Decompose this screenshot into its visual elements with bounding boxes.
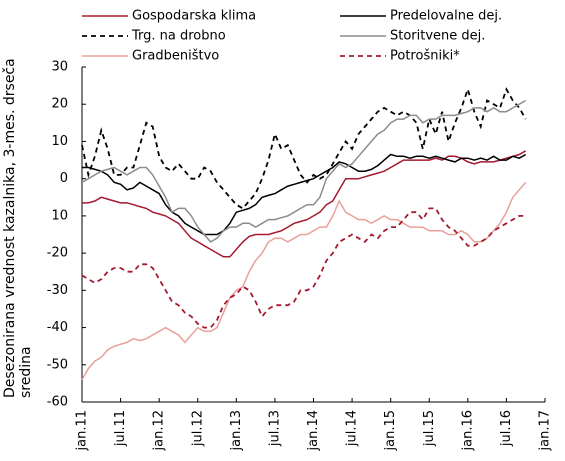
series-line	[81, 181, 527, 381]
legend-label: Gospodarska klima	[132, 9, 256, 24]
x-tick-label: jan.13	[229, 410, 244, 452]
x-tick-label: jan.16	[460, 410, 475, 452]
series-line	[81, 207, 526, 329]
x-tick-label: jan.14	[306, 410, 321, 452]
y-tick-label: 10	[51, 134, 68, 149]
x-tick-label: jan.12	[152, 410, 167, 452]
x-tick-label: jul.16	[499, 410, 514, 447]
legend-label: Storitvene dej.	[390, 29, 485, 44]
legend-label: Potrošniki*	[390, 49, 460, 64]
y-tick-label: -60	[47, 395, 68, 410]
series-line	[81, 99, 527, 243]
x-tick-label: jul.11	[113, 410, 128, 447]
x-tick-label: jul.13	[267, 410, 282, 447]
x-tick-label: jul.15	[422, 410, 437, 447]
legend-label: Predelovalne dej.	[390, 9, 502, 24]
series-line	[82, 153, 527, 236]
y-tick-label: 30	[51, 60, 68, 75]
legend-label: Trg. na drobno	[131, 29, 226, 44]
x-tick-label: jul.12	[190, 410, 205, 447]
y-tick-label: -50	[47, 357, 68, 372]
x-tick-label: jan.11	[75, 410, 90, 452]
y-tick-label: -40	[47, 320, 68, 335]
series-line	[82, 150, 527, 258]
y-tick-label: 10	[51, 208, 68, 223]
series-line	[81, 86, 527, 210]
y-axis-label: Desezonirana vrednost kazalnika, 3-mes. …	[2, 58, 34, 398]
y-tick-label: 0	[60, 171, 68, 186]
legend-label: Gradbeništvo	[132, 49, 219, 64]
y-tick-label: 20	[51, 97, 68, 112]
x-tick-label: jul.14	[345, 410, 360, 447]
x-tick-label: jan.15	[383, 410, 398, 452]
x-tick-label: jan.17	[538, 410, 553, 452]
y-tick-label: -30	[47, 283, 68, 298]
y-tick-label: -20	[47, 246, 68, 261]
